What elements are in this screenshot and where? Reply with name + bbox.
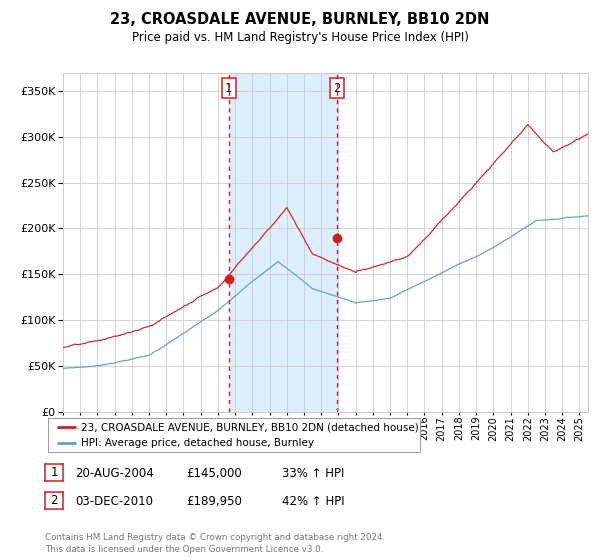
Text: 2: 2 xyxy=(50,494,58,507)
Text: 20-AUG-2004: 20-AUG-2004 xyxy=(75,467,154,480)
Text: £145,000: £145,000 xyxy=(186,467,242,480)
Text: 03-DEC-2010: 03-DEC-2010 xyxy=(75,495,153,508)
Text: Contains HM Land Registry data © Crown copyright and database right 2024.
This d: Contains HM Land Registry data © Crown c… xyxy=(45,533,385,554)
Text: Price paid vs. HM Land Registry's House Price Index (HPI): Price paid vs. HM Land Registry's House … xyxy=(131,31,469,44)
Text: HPI: Average price, detached house, Burnley: HPI: Average price, detached house, Burn… xyxy=(82,438,314,448)
Text: 1: 1 xyxy=(225,82,233,95)
Text: 1: 1 xyxy=(50,466,58,479)
Bar xyxy=(229,73,337,412)
Text: 23, CROASDALE AVENUE, BURNLEY, BB10 2DN: 23, CROASDALE AVENUE, BURNLEY, BB10 2DN xyxy=(110,12,490,27)
Text: 2: 2 xyxy=(333,82,341,95)
Text: 33% ↑ HPI: 33% ↑ HPI xyxy=(282,467,344,480)
Text: 23, CROASDALE AVENUE, BURNLEY, BB10 2DN (detached house): 23, CROASDALE AVENUE, BURNLEY, BB10 2DN … xyxy=(82,422,419,432)
Text: 42% ↑ HPI: 42% ↑ HPI xyxy=(282,495,344,508)
Text: £189,950: £189,950 xyxy=(186,495,242,508)
